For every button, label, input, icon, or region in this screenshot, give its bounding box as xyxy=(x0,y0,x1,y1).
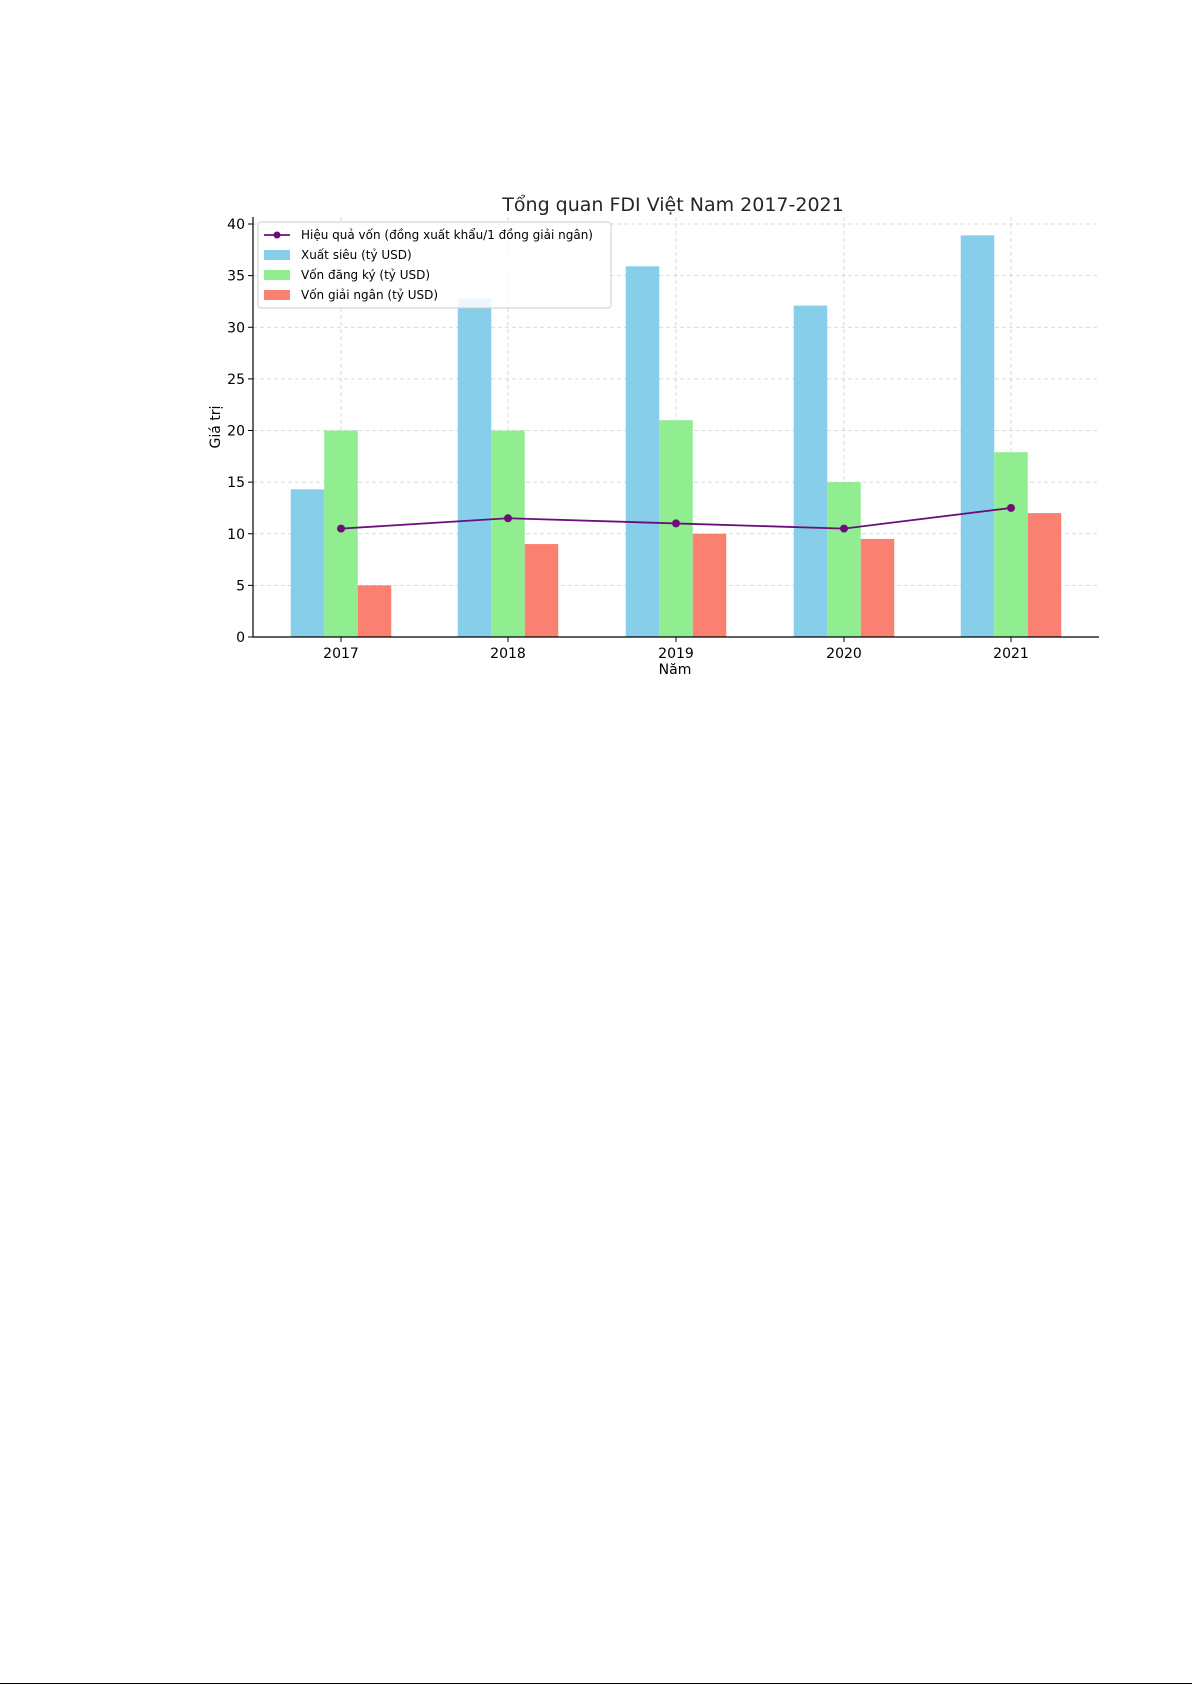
chart-title: Tổng quan FDI Việt Nam 2017-2021 xyxy=(501,194,843,216)
page-bottom-rule xyxy=(0,1683,1192,1684)
bar-2017-s0 xyxy=(290,489,325,637)
y-tick-label: 40 xyxy=(227,217,245,233)
legend-box xyxy=(257,221,612,309)
x-tick-label: 2018 xyxy=(490,646,526,662)
bars xyxy=(290,235,1062,638)
x-tick-label: 2021 xyxy=(993,646,1029,662)
legend-swatch xyxy=(264,270,290,280)
y-axis-label: Giá trị xyxy=(208,406,224,449)
efficiency-point-2020 xyxy=(840,524,848,533)
legend-label: Vốn giải ngân (tỷ USD) xyxy=(301,288,438,302)
y-tick-label: 5 xyxy=(236,578,245,594)
bar-2017-s1 xyxy=(324,430,358,637)
efficiency-point-2021 xyxy=(1007,503,1015,512)
y-tick-label: 35 xyxy=(227,269,245,285)
legend-swatch xyxy=(264,250,290,260)
efficiency-point-2017 xyxy=(337,524,345,533)
bar-2018-s0 xyxy=(457,298,492,637)
bar-2020-s1 xyxy=(827,482,861,637)
bar-2021-s1 xyxy=(994,452,1028,637)
efficiency-point-2019 xyxy=(672,519,680,528)
bar-2021-s2 xyxy=(1027,513,1062,637)
bar-2021-s0 xyxy=(960,235,995,638)
ticks: 0 5 10 15 20 25 30 35 40 2017 2018 2019 2020 2021 xyxy=(227,217,1029,662)
bar-2020-s2 xyxy=(860,538,895,637)
efficiency-line xyxy=(337,503,1015,533)
y-tick-label: 20 xyxy=(227,424,245,440)
legend-label: Xuất siêu (tỷ USD) xyxy=(301,248,412,262)
x-tick-label: 2017 xyxy=(323,646,359,662)
y-tick-label: 30 xyxy=(227,320,245,336)
fdi-chart: Tổng quan FDI Việt Nam 2017-2021 0 5 10 15 2… xyxy=(208,194,1099,678)
bar-2019-s2 xyxy=(692,533,727,637)
y-tick-label: 10 xyxy=(227,527,245,543)
legend-line-marker xyxy=(273,231,281,239)
legend-label: Vốn đăng ký (tỷ USD) xyxy=(301,268,430,282)
x-axis-label: Năm xyxy=(659,662,692,678)
bar-2019-s1 xyxy=(659,420,693,637)
y-tick-label: 25 xyxy=(227,372,245,388)
x-tick-label: 2019 xyxy=(658,646,694,662)
legend-swatch xyxy=(264,290,290,300)
bar-2018-s1 xyxy=(491,430,525,637)
bar-2017-s2 xyxy=(357,585,392,637)
bar-2019-s0 xyxy=(625,266,660,637)
y-tick-label: 15 xyxy=(227,475,245,491)
y-tick-label: 0 xyxy=(236,630,245,646)
x-tick-label: 2020 xyxy=(826,646,862,662)
bar-2018-s2 xyxy=(524,544,559,637)
legend-label: Hiệu quả vốn (đồng xuất khẩu/1 đồng giải… xyxy=(301,228,593,242)
legend: Hiệu quả vốn (đồng xuất khẩu/1 đồng giải… xyxy=(257,221,612,309)
bar-2020-s0 xyxy=(793,305,828,637)
efficiency-point-2018 xyxy=(504,514,512,523)
